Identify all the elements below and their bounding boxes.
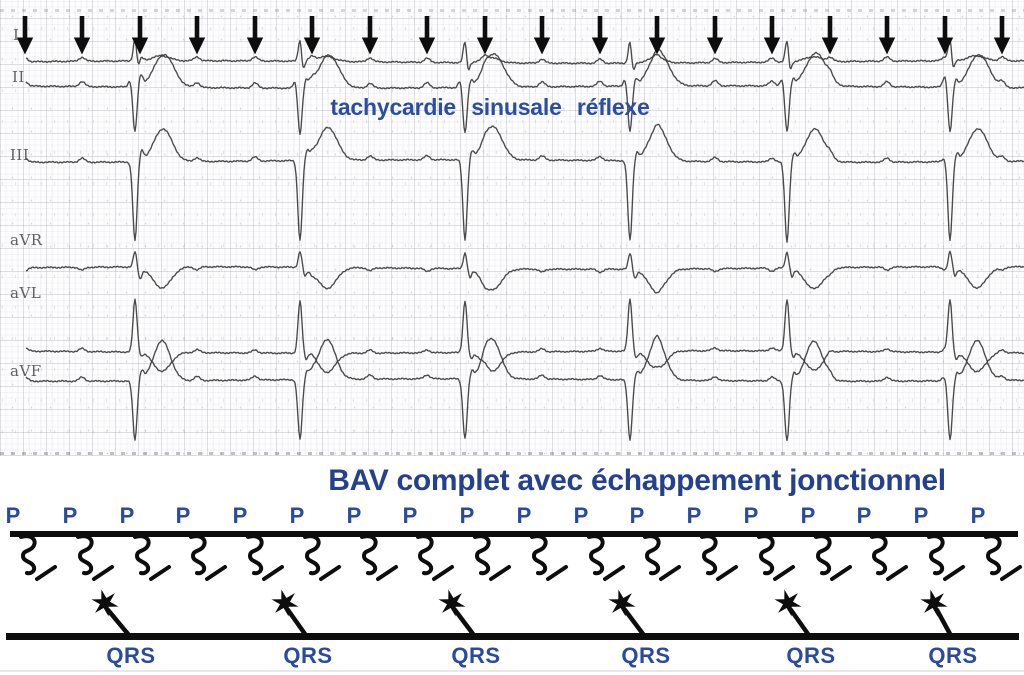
lead-label-I: I <box>13 26 20 44</box>
figure-bottom-rule <box>0 670 1024 672</box>
ecg-trace-aVR <box>26 250 1024 294</box>
p-wave-label: P <box>856 503 872 528</box>
p-wave-arrow-icon <box>878 16 896 55</box>
p-wave-label: P <box>913 503 929 528</box>
junctional-focus-star-icon <box>774 589 802 617</box>
lead-label-II: II <box>12 68 25 86</box>
junctional-focus-star-icon <box>271 589 299 617</box>
p-wave-arrow-icon <box>16 16 34 55</box>
p-wave-label: P <box>970 503 986 528</box>
blocked-conduction-icon <box>360 534 398 581</box>
p-wave-arrow-icon <box>706 16 724 55</box>
p-wave-label: P <box>629 503 645 528</box>
p-wave-arrow-icon <box>936 16 954 55</box>
lead-label-III: III <box>10 146 30 164</box>
escape-conduction-line <box>105 607 131 637</box>
lead-label-aVL: aVL <box>10 284 42 302</box>
blocked-conduction-icon <box>927 534 965 581</box>
junctional-focus-star-icon <box>920 589 948 617</box>
p-wave-label: P <box>516 503 532 528</box>
ecg-trace-II <box>25 47 1024 136</box>
escape-conduction-line <box>934 607 953 637</box>
qrs-label: QRS <box>786 643 836 668</box>
p-wave-label: P <box>232 503 248 528</box>
ecg-annotation: tachycardie sinusale réflexe <box>330 94 650 120</box>
p-wave-arrow-icon <box>418 16 436 55</box>
atrial-level-line <box>10 531 1018 537</box>
qrs-label: QRS <box>451 643 501 668</box>
blocked-conduction-icon <box>870 534 908 581</box>
blocked-conduction-icon <box>416 534 454 581</box>
ecg-trace-I <box>25 38 1024 71</box>
p-wave-label: P <box>743 503 759 528</box>
p-wave-label: P <box>5 503 21 528</box>
p-wave-label: P <box>686 503 702 528</box>
blocked-conduction-icon <box>984 534 1022 581</box>
p-wave-label: P <box>62 503 78 528</box>
blocked-conduction-icon <box>189 534 227 581</box>
p-wave-arrow-icon <box>821 16 839 55</box>
p-wave-arrow-icon <box>361 16 379 55</box>
p-wave-label: P <box>800 503 816 528</box>
escape-conduction-line <box>452 607 476 637</box>
qrs-label: QRS <box>621 643 671 668</box>
p-wave-label: P <box>573 503 589 528</box>
blocked-conduction-icon <box>700 534 738 581</box>
blocked-conduction-icon <box>246 534 284 581</box>
blocked-conduction-icon <box>303 534 341 581</box>
ecg-trace-III <box>25 123 1024 243</box>
lead-label-aVR: aVR <box>10 231 43 249</box>
scan-artifact-line-bottom <box>0 452 1024 455</box>
scan-artifact-line-top <box>0 9 1024 12</box>
p-wave-label: P <box>459 503 475 528</box>
p-wave-label: P <box>175 503 191 528</box>
escape-conduction-line <box>788 607 811 637</box>
blocked-conduction-icon <box>587 534 625 581</box>
blocked-conduction-icon <box>757 534 795 581</box>
p-wave-label: P <box>346 503 362 528</box>
qrs-label: QRS <box>283 643 333 668</box>
qrs-label: QRS <box>928 643 978 668</box>
junctional-focus-star-icon <box>438 589 466 617</box>
blocked-conduction-icon <box>133 534 171 581</box>
p-wave-arrow-icon <box>188 16 206 55</box>
p-wave-label: P <box>119 503 135 528</box>
ecg-trace-aVF <box>25 334 1024 442</box>
ventricular-level-line <box>6 633 1019 640</box>
escape-conduction-line <box>622 607 646 637</box>
p-wave-arrow-icon <box>476 16 494 55</box>
p-wave-label: P <box>289 503 305 528</box>
p-wave-arrow-icon <box>73 16 91 55</box>
blocked-conduction-icon <box>19 534 57 581</box>
p-wave-arrow-icon <box>993 16 1011 55</box>
ladder-title: BAV complet avec échappement jonctionnel <box>328 464 946 497</box>
p-wave-arrow-icon <box>648 16 666 55</box>
p-wave-arrow-icon <box>533 16 551 55</box>
junctional-focus-star-icon <box>91 589 119 617</box>
p-wave-arrow-icon <box>131 16 149 55</box>
p-wave-arrow-icon <box>303 16 321 55</box>
blocked-conduction-icon <box>643 534 681 581</box>
lead-label-aVF: aVF <box>10 362 42 380</box>
qrs-label: QRS <box>106 643 156 668</box>
blocked-conduction-icon <box>76 534 114 581</box>
p-wave-arrow-icon <box>763 16 781 55</box>
blocked-conduction-icon <box>473 534 511 581</box>
junctional-focus-star-icon <box>608 589 636 617</box>
p-wave-label: P <box>402 503 418 528</box>
ecg-trace-aVL <box>25 298 1024 374</box>
blocked-conduction-icon <box>814 534 852 581</box>
escape-conduction-line <box>285 607 308 637</box>
blocked-conduction-icon <box>530 534 568 581</box>
p-wave-arrow-icon <box>591 16 609 55</box>
ecg-grid-paper <box>0 0 1024 456</box>
p-wave-arrow-icon <box>246 16 264 55</box>
